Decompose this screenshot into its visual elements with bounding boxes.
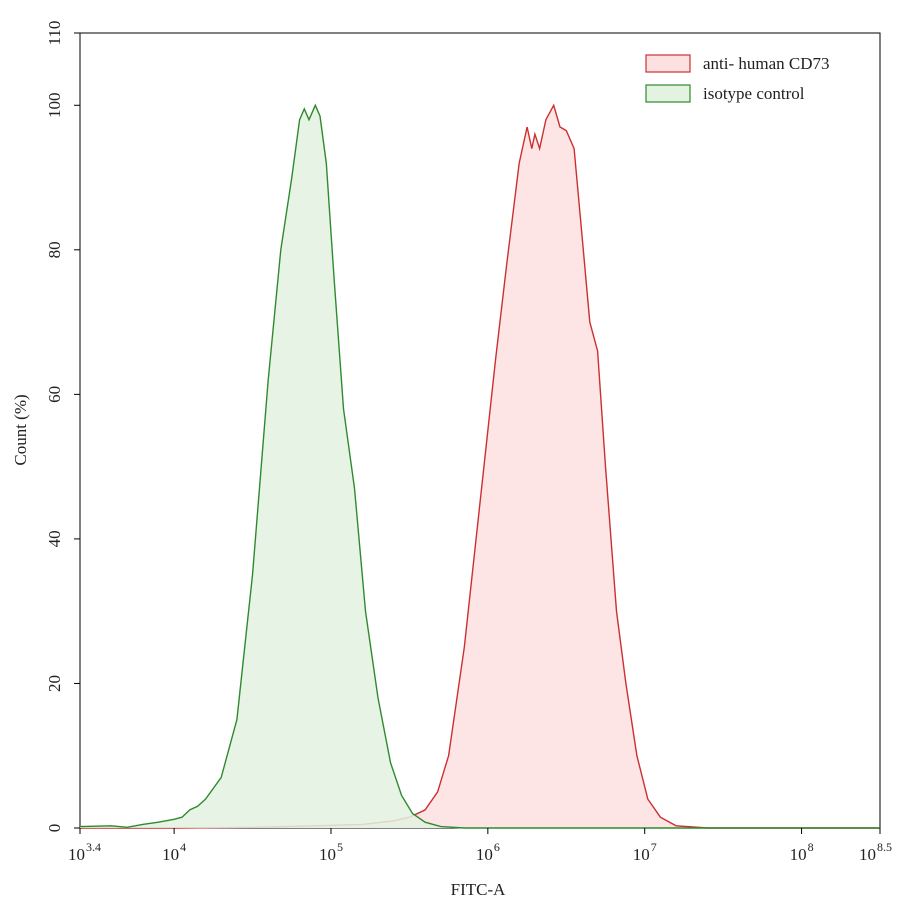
y-tick-label: 60 [45, 386, 64, 403]
x-tick-label: 105 [319, 840, 343, 864]
x-tick-label: 106 [476, 840, 500, 864]
x-tick-label: 108.5 [859, 840, 892, 864]
axis-layer: 0 20 40 60 80 100 110 103.4 104 105 106 107 108 108.5 [45, 21, 892, 864]
y-tick-label: 0 [45, 824, 64, 833]
x-tick-label: 107 [633, 840, 657, 864]
series-area-isotype-control [80, 105, 880, 829]
x-tick-label: 108 [790, 840, 814, 864]
x-tick-label: 103.4 [68, 840, 101, 864]
x-tick-label: 104 [162, 840, 186, 864]
y-axis-title: Count (%) [11, 394, 30, 465]
y-tick-label: 20 [45, 675, 64, 692]
legend-swatch-isotype-control [645, 84, 691, 103]
y-tick-label: 80 [45, 241, 64, 258]
y-tick-label: 40 [45, 530, 64, 547]
legend: anti- human CD73 isotype control [645, 54, 830, 103]
y-tick-label: 110 [45, 21, 64, 46]
series-line-isotype-control [79, 103, 880, 829]
y-tick-label: 100 [45, 93, 64, 119]
series-area-anti-human-cd73 [80, 105, 880, 829]
series-layer [79, 103, 880, 829]
x-axis-title: FITC-A [451, 880, 507, 899]
legend-swatch-anti-human-cd73 [645, 54, 691, 73]
legend-label-anti-human-cd73: anti- human CD73 [703, 54, 830, 73]
legend-label-isotype-control: isotype control [703, 84, 805, 103]
